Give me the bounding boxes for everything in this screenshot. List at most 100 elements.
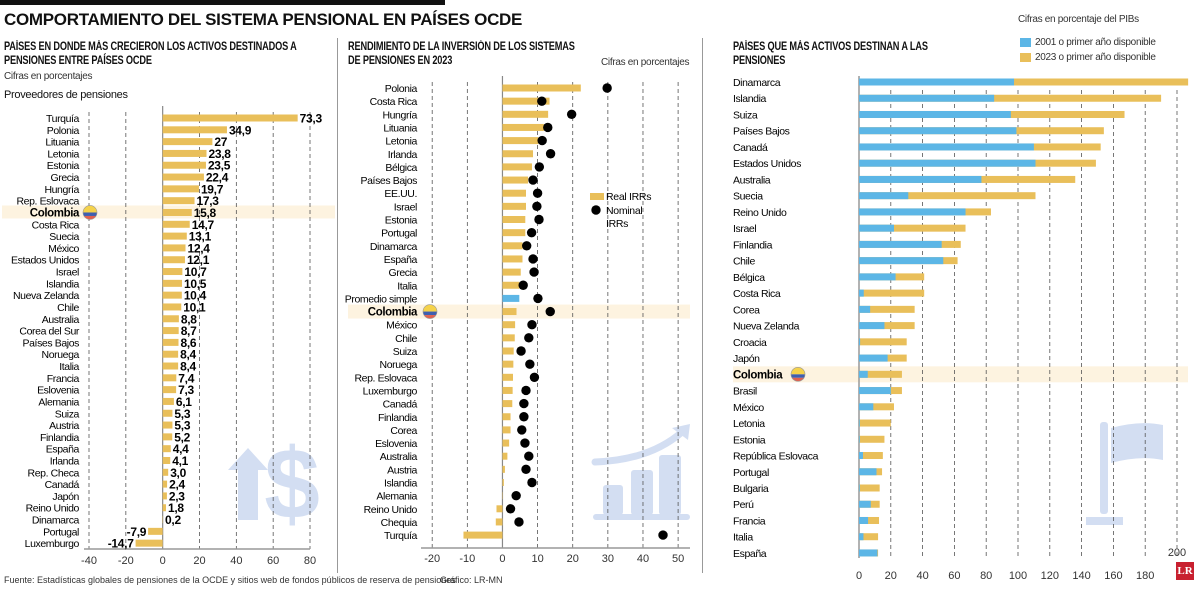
real-irr-bar bbox=[502, 347, 514, 355]
bar-2001 bbox=[859, 419, 860, 427]
category-label: Canadá bbox=[45, 479, 80, 491]
category-label: Italia bbox=[733, 532, 753, 544]
bar bbox=[162, 173, 204, 181]
bar-2023 bbox=[859, 484, 880, 492]
bar bbox=[162, 492, 167, 500]
category-label: Dinamarca bbox=[32, 515, 80, 527]
bar bbox=[162, 315, 179, 323]
category-label: México bbox=[733, 402, 764, 414]
real-irr-bar bbox=[502, 163, 532, 171]
data-label: 8,7 bbox=[181, 324, 197, 338]
real-irr-bar bbox=[502, 334, 515, 342]
data-label: 6,1 bbox=[176, 395, 192, 409]
category-label: Alemania bbox=[38, 396, 79, 408]
category-label: Austria bbox=[49, 420, 79, 432]
real-irr-bar bbox=[496, 505, 503, 513]
bar-2023 bbox=[859, 435, 885, 443]
category-label: Estonia bbox=[733, 434, 766, 446]
category-label: Costa Rica bbox=[370, 96, 418, 108]
category-label: Grecia bbox=[50, 172, 79, 184]
x-tick-label: 180 bbox=[1136, 570, 1154, 582]
data-label: 17,3 bbox=[197, 194, 220, 208]
x-tick-label: -20 bbox=[424, 553, 440, 565]
x-tick-label: 80 bbox=[304, 555, 316, 567]
category-label: Rep. Eslovaca bbox=[354, 372, 417, 384]
bar bbox=[162, 149, 207, 157]
category-label: Luxemburgo bbox=[363, 385, 418, 397]
nominal-irr-dot bbox=[537, 96, 547, 106]
category-label: Canadá bbox=[733, 142, 768, 154]
bar-2001 bbox=[859, 273, 896, 281]
category-label: Turquía bbox=[384, 530, 418, 542]
nominal-irr-dot bbox=[511, 490, 521, 501]
data-label: 8,8 bbox=[181, 312, 197, 326]
category-label: Israel bbox=[56, 267, 79, 279]
bar-2023 bbox=[859, 516, 880, 524]
nominal-irr-dot bbox=[521, 464, 531, 475]
nominal-irr-dot bbox=[517, 425, 527, 435]
x-tick-label: 20 bbox=[885, 570, 897, 582]
data-label: 14,7 bbox=[192, 218, 215, 232]
x-tick-label: 0 bbox=[160, 555, 166, 567]
nominal-irr-dot bbox=[532, 201, 542, 212]
data-label: 19,7 bbox=[201, 182, 224, 196]
category-label: Dinamarca bbox=[733, 77, 781, 89]
bar bbox=[162, 303, 182, 311]
real-irr-bar bbox=[502, 242, 523, 250]
category-label: Japón bbox=[52, 491, 79, 503]
real-irr-bar bbox=[502, 176, 529, 184]
colombia-flag-icon bbox=[422, 304, 438, 319]
bar bbox=[148, 527, 163, 535]
legend-swatch-blue bbox=[1020, 37, 1031, 47]
bar bbox=[162, 456, 171, 464]
nominal-irr-dot bbox=[521, 241, 532, 251]
x-tick-label: 140 bbox=[1072, 570, 1090, 582]
category-label: Suiza bbox=[393, 346, 418, 358]
bar-2001 bbox=[859, 435, 860, 443]
nominal-irr-dot bbox=[519, 398, 529, 409]
bar-2001 bbox=[859, 354, 888, 362]
category-label: Bélgica bbox=[385, 162, 417, 174]
category-label: Polonia bbox=[385, 83, 418, 95]
bar-2001 bbox=[859, 110, 1011, 118]
category-label: Dinamarca bbox=[370, 241, 418, 253]
bar-2023 bbox=[859, 452, 883, 460]
category-label: Canadá bbox=[383, 399, 418, 411]
real-irr-bar bbox=[463, 531, 503, 539]
x-tick-label: 40 bbox=[916, 570, 928, 582]
nominal-irr-dot bbox=[527, 320, 537, 330]
bar bbox=[162, 114, 298, 122]
category-label: Chile bbox=[57, 302, 79, 314]
x-tick-label: 20 bbox=[193, 555, 205, 567]
category-label: Finlandia bbox=[40, 432, 80, 444]
chart1-subtitle: Cifras en porcentajes bbox=[4, 71, 93, 82]
nominal-irr-dot bbox=[545, 149, 556, 159]
real-irr-bar bbox=[502, 465, 505, 473]
bar bbox=[162, 126, 227, 134]
bar-2001 bbox=[859, 549, 878, 557]
bar bbox=[162, 397, 174, 405]
bar-2001 bbox=[859, 322, 885, 330]
bar-2001 bbox=[859, 208, 966, 216]
nominal-irr-dot bbox=[524, 333, 534, 343]
category-label: Chile bbox=[395, 333, 417, 345]
real-irr-bar bbox=[502, 479, 504, 486]
category-label: Portugal bbox=[733, 467, 769, 479]
nominal-irr-dot bbox=[534, 214, 544, 225]
real-irr-bar bbox=[502, 439, 510, 447]
data-label: 12,4 bbox=[188, 241, 211, 255]
nominal-irr-dot bbox=[529, 372, 540, 382]
x-tick-label: 40 bbox=[637, 553, 649, 565]
dollar-arrow-icon: $ bbox=[228, 428, 320, 540]
legend-item-2001: 2001 o primer año disponible bbox=[1020, 37, 1156, 48]
category-label: España bbox=[384, 254, 418, 266]
bar-2001 bbox=[859, 78, 1015, 86]
bar bbox=[162, 468, 169, 476]
legend-label: 2001 o primer año disponible bbox=[1035, 37, 1156, 48]
nominal-irr-dot bbox=[521, 385, 531, 396]
bar-2001 bbox=[859, 484, 860, 492]
category-label: Países Bajos bbox=[361, 175, 418, 187]
category-label: Suecia bbox=[733, 191, 763, 203]
data-label: 8,4 bbox=[180, 360, 196, 374]
